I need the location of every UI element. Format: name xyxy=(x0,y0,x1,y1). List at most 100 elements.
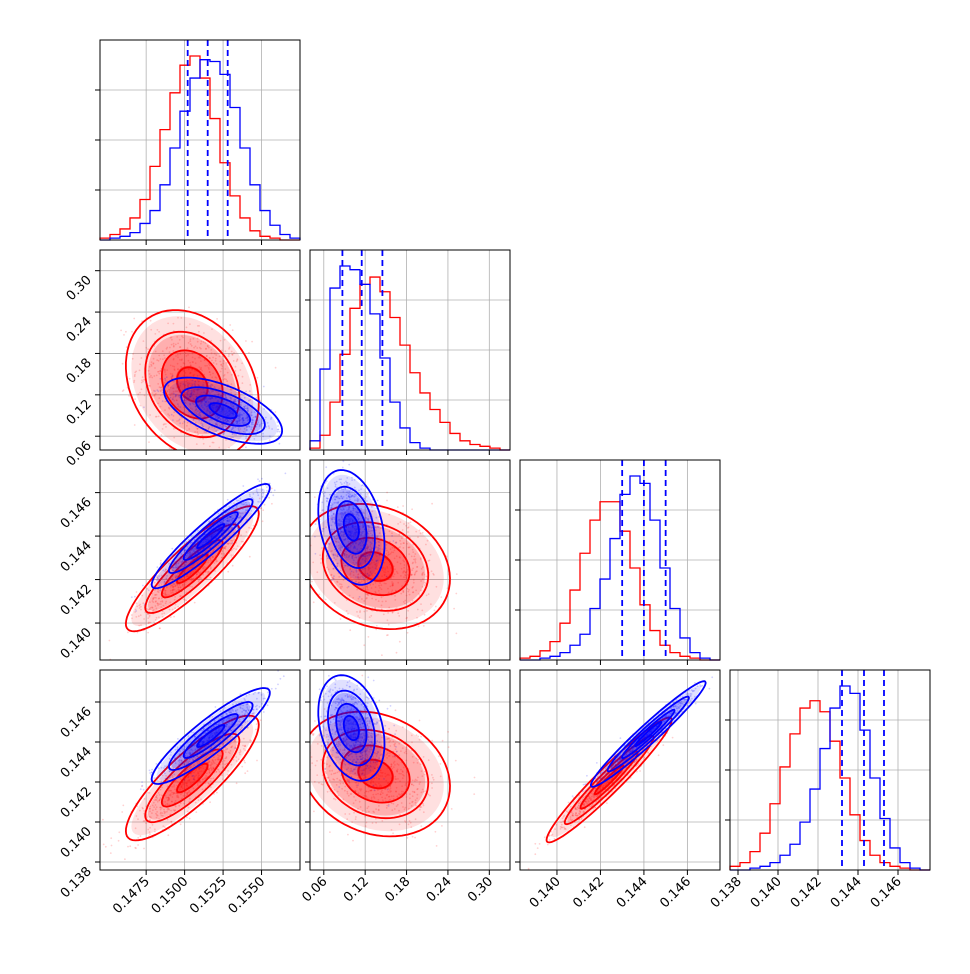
scatter-point-red xyxy=(325,599,327,601)
scatter-point-red xyxy=(251,528,253,530)
scatter-point-red xyxy=(456,633,458,635)
scatter-point-blue xyxy=(386,576,388,578)
scatter-point-blue xyxy=(145,381,147,383)
scatter-point-red xyxy=(262,509,264,511)
scatter-point-red xyxy=(169,447,171,449)
scatter-point-red xyxy=(269,439,271,441)
scatter-point-red xyxy=(229,324,231,326)
scatter-point-blue xyxy=(259,480,261,482)
scatter-point-red xyxy=(260,719,262,721)
scatter-point-blue xyxy=(361,589,363,591)
scatter-point-red xyxy=(232,329,234,331)
scatter-point-red xyxy=(296,543,298,545)
scatter-point-blue xyxy=(144,603,146,605)
scatter-point-red xyxy=(118,831,120,833)
scatter-point-red xyxy=(216,792,218,794)
scatter-point-red xyxy=(229,484,231,486)
scatter-point-red xyxy=(388,624,390,626)
scatter-point-red xyxy=(188,307,190,309)
scatter-point-red xyxy=(297,549,299,551)
scatter-point-blue xyxy=(158,584,160,586)
scatter-point-red xyxy=(177,496,179,498)
scatter-point-blue xyxy=(176,408,178,410)
scatter-point-blue xyxy=(377,500,379,502)
scatter-point-blue xyxy=(143,406,145,408)
scatter-point-red xyxy=(159,628,161,630)
scatter-point-red xyxy=(271,572,273,574)
scatter-point-red xyxy=(110,837,112,839)
scatter-point-red xyxy=(292,528,294,530)
scatter-point-red xyxy=(291,581,293,583)
scatter-point-blue xyxy=(322,491,324,493)
scatter-point-blue xyxy=(172,375,174,377)
scatter-point-red xyxy=(137,837,139,839)
scatter-point-red xyxy=(314,496,316,498)
scatter-point-blue xyxy=(227,499,229,501)
scatter-point-red xyxy=(149,498,151,500)
scatter-point-red xyxy=(434,610,436,612)
scatter-point-red xyxy=(120,330,122,332)
scatter-point-red xyxy=(232,565,234,567)
scatter-point-red xyxy=(195,811,197,813)
scatter-point-red xyxy=(127,632,129,634)
scatter-point-red xyxy=(368,636,370,638)
scatter-point-blue xyxy=(326,555,328,557)
scatter-point-blue xyxy=(301,534,303,536)
scatter-point-red xyxy=(376,625,378,627)
scatter-point-red xyxy=(411,508,413,510)
scatter-point-red xyxy=(122,390,124,392)
y-tick-label: 0.12 xyxy=(64,397,95,428)
scatter-point-blue xyxy=(179,422,181,424)
scatter-point-red xyxy=(435,606,437,608)
scatter-point-red xyxy=(140,835,142,837)
x-tick-label: 0.142 xyxy=(788,874,825,911)
scatter-point-red xyxy=(167,834,169,836)
scatter-point-blue xyxy=(336,566,338,568)
scatter-point-red xyxy=(292,548,294,550)
scatter-point-red xyxy=(161,434,163,436)
scatter-point-red xyxy=(129,845,131,847)
scatter-point-blue xyxy=(333,578,335,580)
scatter-point-blue xyxy=(315,523,317,525)
scatter-point-red xyxy=(275,411,277,413)
scatter-point-red xyxy=(340,618,342,620)
scatter-point-red xyxy=(248,352,250,354)
scatter-point-red xyxy=(170,616,172,618)
scatter-point-red xyxy=(387,634,389,636)
scatter-point-red xyxy=(283,518,285,520)
scatter-point-red xyxy=(307,555,309,557)
panel-p2_p0 xyxy=(109,445,301,661)
scatter-point-red xyxy=(453,608,455,610)
scatter-point-blue xyxy=(159,590,161,592)
scatter-point-red xyxy=(180,823,182,825)
panel-p3_p0 xyxy=(102,670,285,860)
scatter-point-blue xyxy=(301,432,303,434)
scatter-point-red xyxy=(255,729,257,731)
scatter-point-red xyxy=(109,640,111,642)
scatter-point-red xyxy=(281,508,283,510)
scatter-point-red xyxy=(399,641,401,643)
scatter-point-red xyxy=(241,461,243,463)
scatter-point-red xyxy=(247,770,249,772)
y-tick-label: 0.146 xyxy=(58,495,95,532)
scatter-point-blue xyxy=(172,419,174,421)
histogram-blue-p0 xyxy=(100,60,300,240)
scatter-point-red xyxy=(260,508,262,510)
scatter-point-red xyxy=(123,334,125,336)
scatter-point-red xyxy=(134,398,136,400)
x-tick-label: 0.144 xyxy=(828,874,865,911)
scatter-point-blue xyxy=(173,381,175,383)
scatter-point-red xyxy=(217,477,219,479)
scatter-point-red xyxy=(297,523,299,525)
scatter-point-blue xyxy=(266,486,268,488)
scatter-point-blue xyxy=(358,582,360,584)
scatter-point-red xyxy=(111,845,113,847)
scatter-point-red xyxy=(262,520,264,522)
scatter-point-red xyxy=(396,652,398,654)
scatter-point-red xyxy=(386,500,388,502)
y-tick-label: 0.30 xyxy=(64,273,95,304)
scatter-point-blue xyxy=(348,586,350,588)
histogram-blue-p2 xyxy=(520,476,720,660)
scatter-point-blue xyxy=(274,489,276,491)
